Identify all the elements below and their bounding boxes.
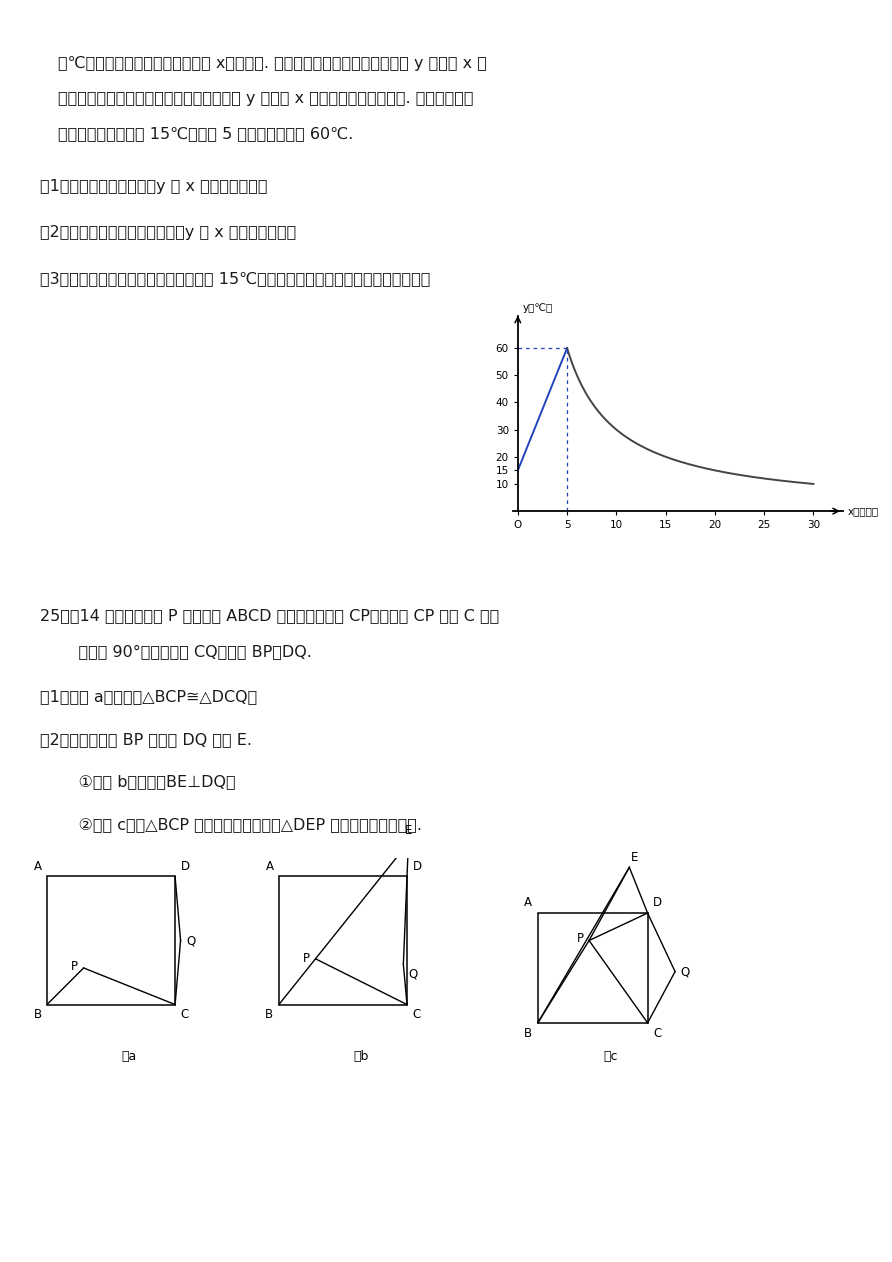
Text: 25．（14 分）如图，点 P 是正方形 ABCD 内的一点，连接 CP，将线段 CP 绕点 C 顺时: 25．（14 分）如图，点 P 是正方形 ABCD 内的一点，连接 CP，将线段… (40, 608, 500, 623)
Text: ①如图 b，求证：BE⊥DQ；: ①如图 b，求证：BE⊥DQ； (58, 775, 235, 789)
Text: A: A (524, 896, 533, 910)
Text: Q: Q (409, 968, 418, 981)
Text: y（℃）: y（℃） (523, 303, 553, 313)
Text: （3）根据工艺要求，当材料的温度低于 15℃时，须停止操作，那么操作时间是多少？: （3）根据工艺要求，当材料的温度低于 15℃时，须停止操作，那么操作时间是多少？ (40, 271, 431, 286)
Text: ②如图 c，若△BCP 为等边三角形，判断△DEP 的形状，并说明理由.: ②如图 c，若△BCP 为等边三角形，判断△DEP 的形状，并说明理由. (58, 817, 422, 832)
Text: （℃），从加热开始计算的时间为 x（分钟）. 据了解，设该材料加热时，温度 y 与时间 x 成: （℃），从加热开始计算的时间为 x（分钟）. 据了解，设该材料加热时，温度 y … (58, 56, 487, 71)
Text: D: D (180, 859, 190, 873)
Text: 图b: 图b (353, 1050, 369, 1064)
Text: 针旋转 90°，得到线段 CQ，连接 BP，DQ.: 针旋转 90°，得到线段 CQ，连接 BP，DQ. (58, 644, 312, 659)
Text: x（分钟）: x（分钟） (848, 506, 879, 516)
Text: 图c: 图c (604, 1050, 618, 1064)
Text: C: C (412, 1008, 421, 1021)
Text: D: D (653, 896, 662, 910)
Text: 一次函数关系；停止加热进行操作时，温度 y 与时间 x 成反比例关系（如图）. 已知该材料在: 一次函数关系；停止加热进行操作时，温度 y 与时间 x 成反比例关系（如图）. … (58, 91, 474, 106)
Text: A: A (266, 859, 274, 873)
Text: 操作加工前的温度为 15℃，加热 5 分钟后温度达到 60℃.: 操作加工前的温度为 15℃，加热 5 分钟后温度达到 60℃. (58, 126, 353, 141)
Text: B: B (33, 1008, 42, 1021)
Text: 图a: 图a (121, 1050, 137, 1064)
Text: （2）求出停止加热进行操作时，y 与 x 的函数关系式；: （2）求出停止加热进行操作时，y 与 x 的函数关系式； (40, 225, 296, 240)
Text: C: C (180, 1008, 189, 1021)
Text: C: C (653, 1026, 661, 1040)
Text: （1）求出将材料加热时，y 与 x 的函数关系式；: （1）求出将材料加热时，y 与 x 的函数关系式； (40, 179, 268, 194)
Text: （1）如图 a，求证：△BCP≅△DCQ；: （1）如图 a，求证：△BCP≅△DCQ； (40, 689, 258, 704)
Text: B: B (265, 1008, 274, 1021)
Text: B: B (524, 1026, 533, 1040)
Text: Q: Q (186, 934, 195, 946)
Text: （2）如图，延长 BP 交直线 DQ 于点 E.: （2）如图，延长 BP 交直线 DQ 于点 E. (40, 732, 252, 747)
Text: E: E (632, 851, 639, 863)
Text: P: P (71, 959, 78, 973)
Text: D: D (412, 859, 422, 873)
Text: Q: Q (681, 965, 690, 978)
Text: A: A (34, 859, 42, 873)
Text: P: P (303, 953, 310, 965)
Text: P: P (576, 933, 583, 945)
Text: E: E (405, 824, 412, 837)
